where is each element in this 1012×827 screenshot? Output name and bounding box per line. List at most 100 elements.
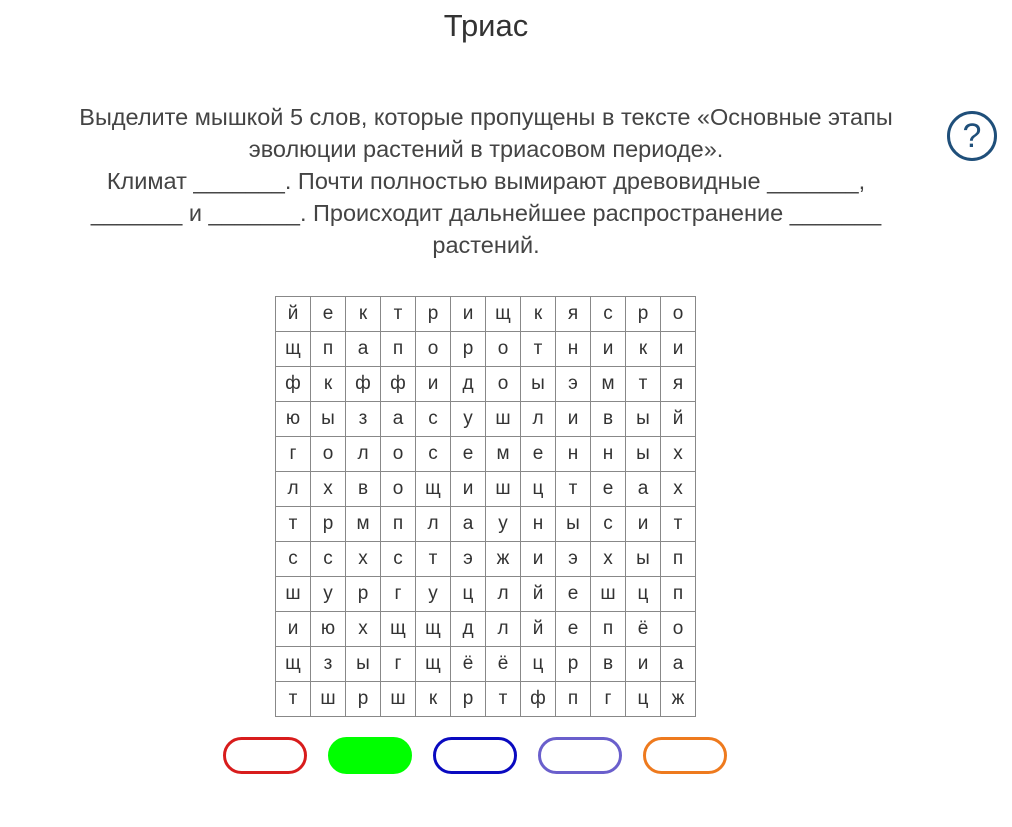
grid-cell[interactable]: ц bbox=[520, 471, 556, 507]
grid-cell[interactable]: л bbox=[520, 401, 556, 437]
grid-cell[interactable]: а bbox=[625, 471, 661, 507]
grid-cell[interactable]: п bbox=[660, 576, 696, 612]
grid-cell[interactable]: м bbox=[345, 506, 381, 542]
grid-cell[interactable]: ы bbox=[625, 401, 661, 437]
grid-cell[interactable]: и bbox=[415, 366, 451, 402]
grid-cell[interactable]: ф bbox=[380, 366, 416, 402]
grid-cell[interactable]: т bbox=[415, 541, 451, 577]
grid-cell[interactable]: о bbox=[310, 436, 346, 472]
grid-cell[interactable]: п bbox=[660, 541, 696, 577]
grid-cell[interactable]: ё bbox=[625, 611, 661, 647]
color-pill[interactable] bbox=[328, 737, 412, 774]
grid-cell[interactable]: е bbox=[555, 576, 591, 612]
grid-cell[interactable]: ю bbox=[310, 611, 346, 647]
grid-cell[interactable]: ц bbox=[625, 681, 661, 717]
grid-cell[interactable]: у bbox=[415, 576, 451, 612]
grid-cell[interactable]: л bbox=[415, 506, 451, 542]
grid-cell[interactable]: ы bbox=[625, 541, 661, 577]
grid-cell[interactable]: ш bbox=[275, 576, 311, 612]
grid-cell[interactable]: х bbox=[590, 541, 626, 577]
grid-cell[interactable]: а bbox=[380, 401, 416, 437]
grid-cell[interactable]: п bbox=[590, 611, 626, 647]
color-pill[interactable] bbox=[643, 737, 727, 774]
grid-cell[interactable]: й bbox=[520, 611, 556, 647]
grid-cell[interactable]: щ bbox=[275, 646, 311, 682]
grid-cell[interactable]: р bbox=[415, 296, 451, 332]
grid-cell[interactable]: л bbox=[345, 436, 381, 472]
grid-cell[interactable]: э bbox=[555, 541, 591, 577]
grid-cell[interactable]: ш bbox=[485, 471, 521, 507]
color-pill[interactable] bbox=[538, 737, 622, 774]
grid-cell[interactable]: к bbox=[310, 366, 346, 402]
question-circle-icon[interactable]: ? bbox=[947, 111, 997, 161]
grid-cell[interactable]: е bbox=[450, 436, 486, 472]
grid-cell[interactable]: и bbox=[450, 296, 486, 332]
grid-cell[interactable]: о bbox=[485, 331, 521, 367]
grid-cell[interactable]: х bbox=[310, 471, 346, 507]
grid-cell[interactable]: ы bbox=[555, 506, 591, 542]
grid-cell[interactable]: ю bbox=[275, 401, 311, 437]
grid-cell[interactable]: п bbox=[555, 681, 591, 717]
grid-cell[interactable]: м bbox=[590, 366, 626, 402]
grid-cell[interactable]: г bbox=[380, 576, 416, 612]
grid-cell[interactable]: й bbox=[275, 296, 311, 332]
grid-cell[interactable]: л bbox=[485, 611, 521, 647]
grid-cell[interactable]: х bbox=[660, 436, 696, 472]
grid-cell[interactable]: я bbox=[660, 366, 696, 402]
grid-cell[interactable]: д bbox=[450, 366, 486, 402]
grid-cell[interactable]: р bbox=[310, 506, 346, 542]
grid-cell[interactable]: ц bbox=[450, 576, 486, 612]
grid-cell[interactable]: т bbox=[485, 681, 521, 717]
grid-cell[interactable]: у bbox=[450, 401, 486, 437]
grid-cell[interactable]: ф bbox=[275, 366, 311, 402]
grid-cell[interactable]: к bbox=[520, 296, 556, 332]
grid-cell[interactable]: л bbox=[485, 576, 521, 612]
grid-cell[interactable]: п bbox=[380, 331, 416, 367]
grid-cell[interactable]: е bbox=[590, 471, 626, 507]
grid-cell[interactable]: с bbox=[590, 296, 626, 332]
grid-cell[interactable]: р bbox=[450, 681, 486, 717]
grid-cell[interactable]: с bbox=[590, 506, 626, 542]
grid-cell[interactable]: п bbox=[380, 506, 416, 542]
grid-cell[interactable]: р bbox=[345, 681, 381, 717]
grid-cell[interactable]: у bbox=[310, 576, 346, 612]
grid-cell[interactable]: а bbox=[450, 506, 486, 542]
grid-cell[interactable]: н bbox=[555, 331, 591, 367]
grid-cell[interactable]: р bbox=[450, 331, 486, 367]
grid-cell[interactable]: ы bbox=[310, 401, 346, 437]
grid-cell[interactable]: ш bbox=[590, 576, 626, 612]
grid-cell[interactable]: н bbox=[590, 436, 626, 472]
grid-cell[interactable]: о bbox=[660, 611, 696, 647]
grid-cell[interactable]: х bbox=[345, 611, 381, 647]
grid-cell[interactable]: п bbox=[310, 331, 346, 367]
grid-cell[interactable]: н bbox=[555, 436, 591, 472]
grid-cell[interactable]: т bbox=[380, 296, 416, 332]
grid-cell[interactable]: е bbox=[310, 296, 346, 332]
grid-cell[interactable]: т bbox=[660, 506, 696, 542]
grid-cell[interactable]: х bbox=[660, 471, 696, 507]
grid-cell[interactable]: в bbox=[590, 401, 626, 437]
grid-cell[interactable]: о bbox=[380, 471, 416, 507]
grid-cell[interactable]: к bbox=[345, 296, 381, 332]
grid-cell[interactable]: ё bbox=[450, 646, 486, 682]
grid-cell[interactable]: с bbox=[310, 541, 346, 577]
grid-cell[interactable]: д bbox=[450, 611, 486, 647]
grid-cell[interactable]: г bbox=[590, 681, 626, 717]
grid-cell[interactable]: и bbox=[590, 331, 626, 367]
grid-cell[interactable]: р bbox=[625, 296, 661, 332]
grid-cell[interactable]: с bbox=[275, 541, 311, 577]
color-pill[interactable] bbox=[433, 737, 517, 774]
grid-cell[interactable]: к bbox=[625, 331, 661, 367]
grid-cell[interactable]: в bbox=[345, 471, 381, 507]
grid-cell[interactable]: щ bbox=[275, 331, 311, 367]
grid-cell[interactable]: а bbox=[345, 331, 381, 367]
grid-cell[interactable]: ц bbox=[625, 576, 661, 612]
grid-cell[interactable]: о bbox=[660, 296, 696, 332]
grid-cell[interactable]: н bbox=[520, 506, 556, 542]
grid-cell[interactable]: ф bbox=[345, 366, 381, 402]
grid-cell[interactable]: е bbox=[555, 611, 591, 647]
grid-cell[interactable]: с bbox=[415, 401, 451, 437]
grid-cell[interactable]: г bbox=[275, 436, 311, 472]
grid-cell[interactable]: ё bbox=[485, 646, 521, 682]
